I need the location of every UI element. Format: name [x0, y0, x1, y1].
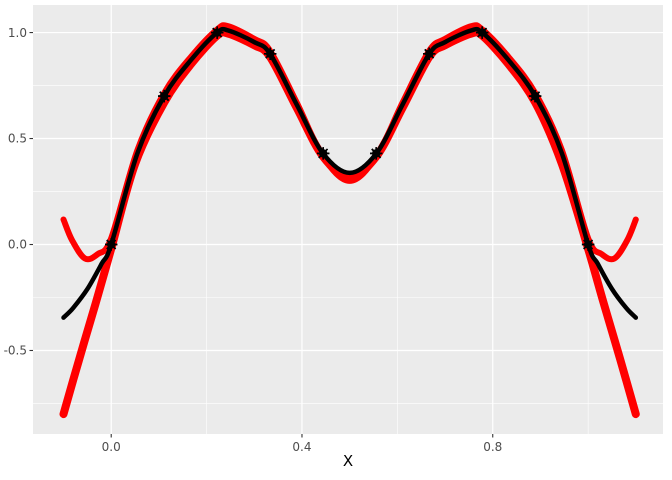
data-point-marker — [264, 47, 277, 60]
data-point-marker — [211, 26, 224, 39]
point-circle — [160, 91, 169, 101]
gridlines-major — [33, 5, 663, 434]
x-tick-label: 0.4 — [292, 440, 311, 454]
data-point-marker — [317, 147, 330, 160]
y-tick-label: 1.0 — [8, 26, 27, 40]
point-circle — [107, 240, 116, 249]
point-circle — [583, 240, 593, 249]
plot-panel — [33, 5, 663, 434]
data-point-marker — [528, 89, 542, 103]
series-true-function-black — [61, 26, 639, 320]
y-tick-label: 0.0 — [8, 238, 27, 252]
point-circle — [425, 49, 434, 58]
series-group — [59, 22, 640, 419]
x-tick-label: 0.8 — [483, 440, 502, 454]
point-circle — [478, 28, 487, 37]
data-point-marker — [581, 238, 595, 251]
x-axis-title: X — [343, 452, 353, 470]
axis-tick-marks — [29, 32, 494, 438]
data-points-group — [105, 26, 595, 251]
data-point-marker — [370, 147, 383, 160]
point-circle — [213, 28, 222, 37]
y-tick-label: -0.5 — [4, 344, 27, 358]
x-tick-label: 0.0 — [102, 440, 121, 454]
point-circle — [372, 149, 381, 158]
gridlines-minor — [33, 5, 663, 434]
x-axis-tick-labels: 0.0 0.4 0.8 — [102, 440, 503, 454]
y-tick-label: 0.5 — [8, 132, 27, 146]
point-circle — [266, 49, 275, 58]
y-axis-tick-labels: 1.0 0.5 0.0 -0.5 — [4, 26, 27, 358]
point-circle — [530, 91, 540, 101]
data-point-marker — [476, 26, 489, 39]
point-circle — [319, 149, 328, 158]
data-point-marker — [105, 238, 118, 251]
data-point-marker — [158, 89, 171, 103]
data-point-marker — [423, 47, 436, 60]
